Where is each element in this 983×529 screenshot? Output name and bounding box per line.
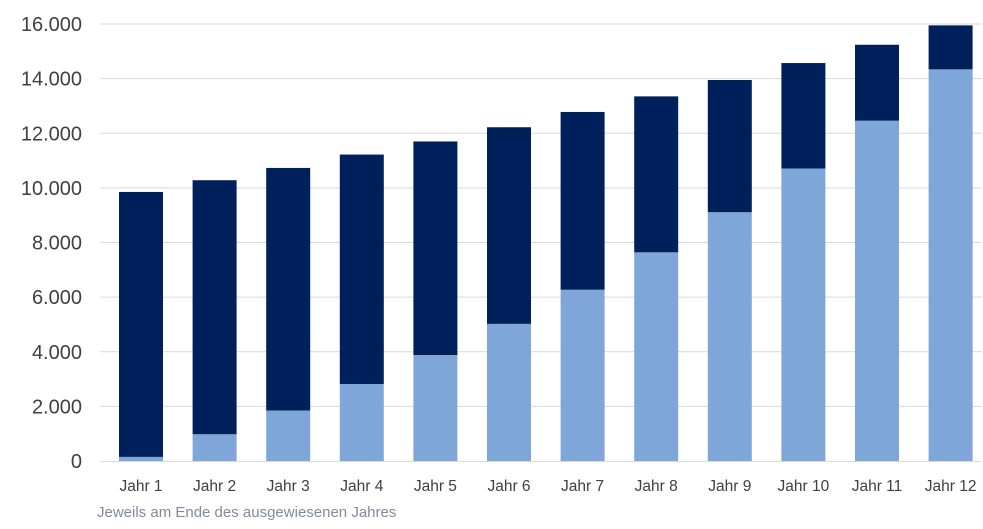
x-tick-label: Jahr 2 — [193, 478, 236, 495]
bar-segment-series-1 — [855, 120, 899, 461]
x-tick-label: Jahr 5 — [414, 478, 457, 495]
footnote: Jeweils am Ende des ausgewiesenen Jahres — [97, 504, 396, 521]
y-axis-tick-labels: 0 2.000 4.000 6.000 8.000 10.000 12.000 14.000 1… — [21, 14, 82, 473]
bar-segment-series-2 — [928, 25, 973, 70]
x-tick-label: Jahr 1 — [119, 478, 162, 495]
bar-segment-series-2 — [487, 127, 531, 324]
y-tick-label: 14.000 — [21, 69, 82, 91]
x-tick-label: Jahr 9 — [708, 478, 751, 495]
bar-segment-series-1 — [928, 69, 973, 462]
y-tick-label: 16.000 — [21, 14, 82, 36]
x-tick-label: Jahr 11 — [852, 478, 903, 495]
bar-segment-series-1 — [266, 410, 311, 461]
x-tick-label: Jahr 12 — [925, 478, 977, 495]
bar-segment-series-1 — [781, 168, 826, 461]
y-tick-label: 8.000 — [32, 233, 82, 255]
bar-segment-series-1 — [192, 434, 237, 461]
y-tick-label: 6.000 — [32, 287, 82, 309]
bar-segment-series-1 — [560, 289, 605, 461]
bar-segment-series-2 — [560, 111, 605, 290]
bar-segment-series-1 — [339, 383, 384, 461]
bar-segment-series-2 — [119, 191, 163, 457]
y-tick-label: 10.000 — [21, 178, 82, 200]
bar-segment-series-2 — [192, 180, 237, 435]
bar-segment-series-2 — [634, 96, 679, 253]
x-tick-label: Jahr 7 — [561, 478, 604, 495]
bar-segment-series-2 — [266, 167, 311, 411]
bar-segment-series-2 — [781, 63, 826, 169]
bar-segment-series-1 — [707, 212, 752, 461]
y-tick-label: 0 — [71, 451, 82, 473]
bars — [119, 25, 973, 462]
gridlines — [100, 23, 982, 407]
bar-segment-series-1 — [634, 252, 679, 461]
bar-segment-series-2 — [413, 141, 458, 356]
x-tick-label: Jahr 6 — [487, 478, 530, 495]
x-tick-label: Jahr 10 — [778, 478, 830, 495]
bar-segment-series-1 — [119, 456, 163, 461]
bar-segment-series-2 — [339, 154, 384, 384]
x-axis-tick-labels: Jahr 1 Jahr 2 Jahr 3 Jahr 4 Jahr 5 Jahr 6 Jahr… — [119, 478, 976, 495]
x-tick-label: Jahr 8 — [635, 478, 678, 495]
bar-segment-series-1 — [487, 323, 531, 461]
bar-segment-series-1 — [413, 355, 458, 461]
y-tick-label: 12.000 — [21, 123, 82, 145]
y-tick-label: 2.000 — [32, 396, 82, 418]
bar-segment-series-2 — [707, 79, 752, 213]
x-tick-label: Jahr 4 — [340, 478, 383, 495]
y-tick-label: 4.000 — [32, 342, 82, 364]
x-tick-label: Jahr 3 — [267, 478, 310, 495]
bar-segment-series-2 — [855, 44, 899, 121]
